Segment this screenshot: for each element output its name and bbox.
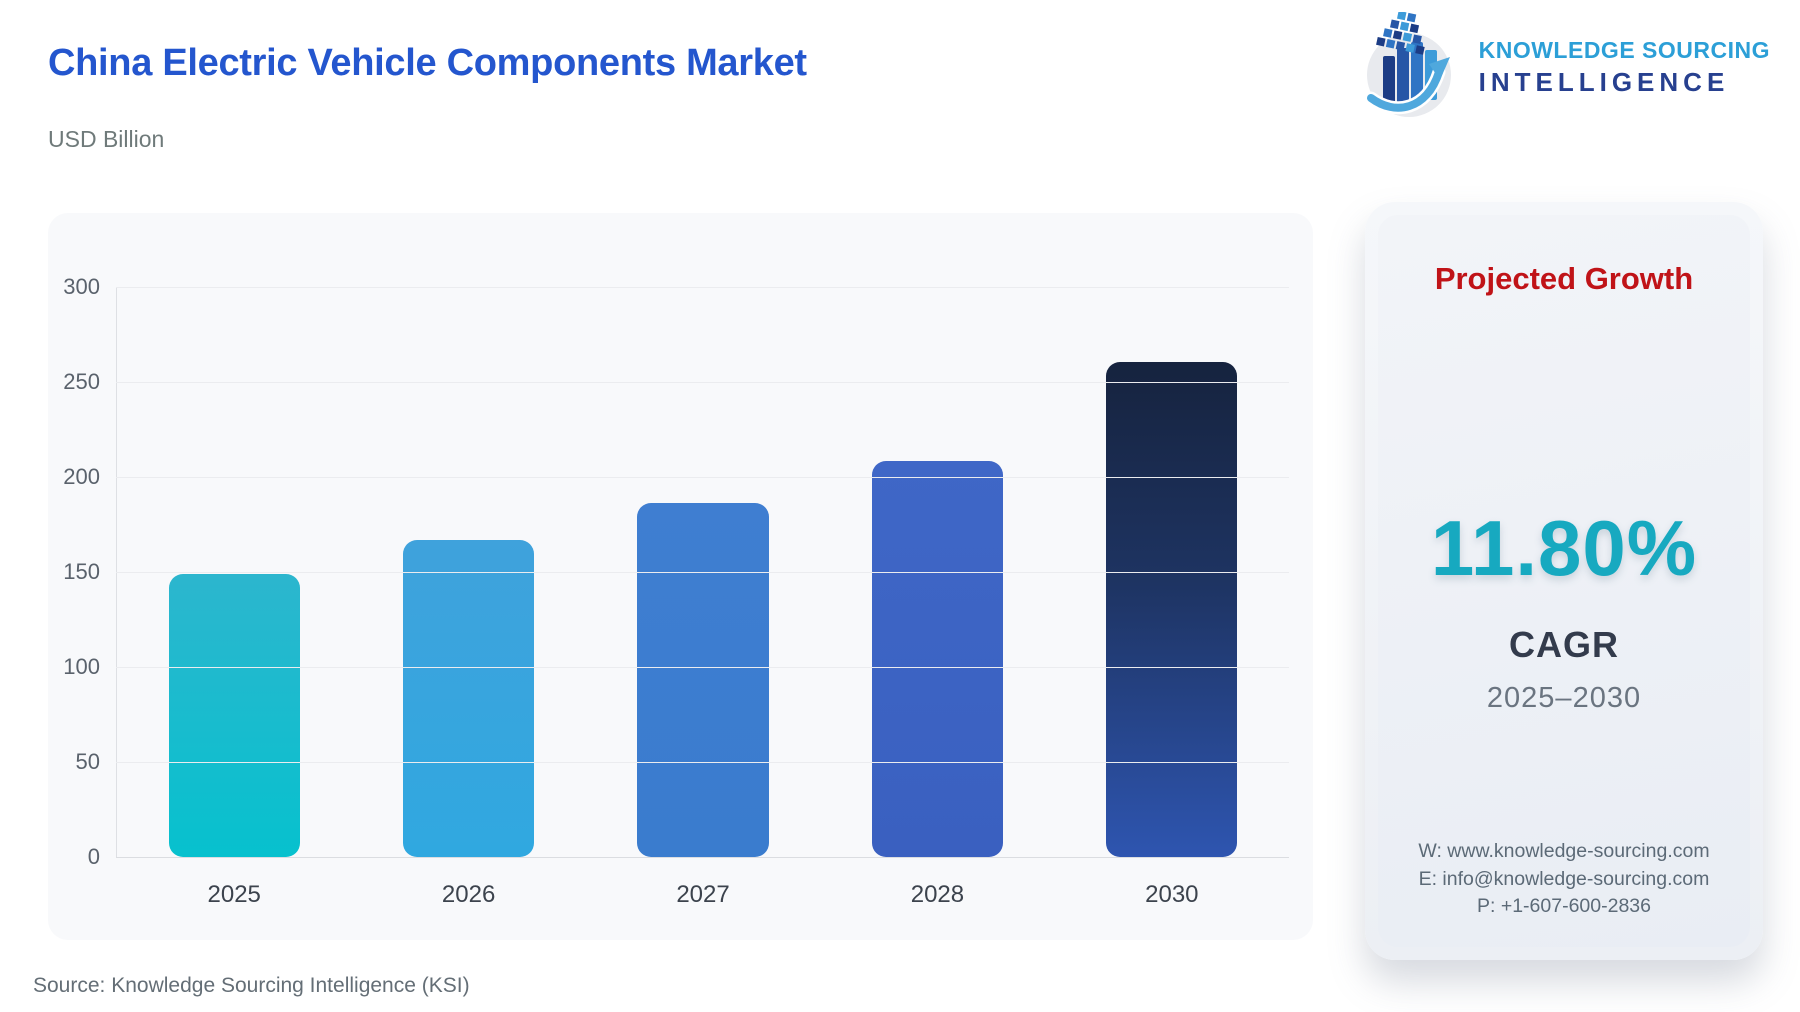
bar-2026 xyxy=(402,540,535,857)
bar-slot-2027 xyxy=(586,287,820,857)
contact-website: W: www.knowledge-sourcing.com xyxy=(1418,839,1710,862)
logo-arrow xyxy=(1364,57,1450,115)
gridline-100: 100 xyxy=(63,654,1289,679)
cagr-value: 11.80% xyxy=(1430,504,1698,593)
projected-growth-card-inner: Projected Growth 11.80% CAGR 2025–2030 W… xyxy=(1378,215,1750,947)
gridline-200: 200 xyxy=(63,464,1289,489)
y-tick-label-300: 300 xyxy=(63,274,100,299)
y-tick-label-100: 100 xyxy=(63,654,100,679)
main-content: 300 250 200 150 100 50 0 2025 2026 2027 2028 2030 … xyxy=(0,202,1800,960)
y-tick-label-150: 150 xyxy=(63,559,100,584)
brand-name-bottom: INTELLIGENCE xyxy=(1478,66,1730,97)
y-tick-label-250: 250 xyxy=(63,369,100,394)
bar-slot-2030 xyxy=(1055,287,1289,857)
contact-phone: P: +1-607-600-2836 xyxy=(1476,895,1651,918)
x-tick-label-2025: 2025 xyxy=(207,881,261,908)
bar-2027 xyxy=(637,503,769,857)
cagr-period: 2025–2030 xyxy=(1486,682,1642,715)
logo-squares xyxy=(1375,12,1425,55)
bar-slot-2025 xyxy=(117,287,351,857)
bar-slot-2026 xyxy=(351,287,585,857)
cagr-block: 11.80% CAGR 2025–2030 xyxy=(1431,503,1697,715)
page-title: China Electric Vehicle Components Market xyxy=(48,42,807,84)
footer: Source: Knowledge Sourcing Intelligence … xyxy=(0,974,1800,998)
bars-container xyxy=(117,287,1289,857)
projected-growth-card: Projected Growth 11.80% CAGR 2025–2030 W… xyxy=(1365,202,1763,960)
header: China Electric Vehicle Components Market… xyxy=(0,0,1800,202)
chart-card: 300 250 200 150 100 50 0 2025 2026 2027 2028 2030 xyxy=(48,213,1313,940)
gridline-0: 0 xyxy=(88,844,1289,869)
plot-area: 300 250 200 150 100 50 0 xyxy=(63,274,1289,869)
y-tick-label-50: 50 xyxy=(75,749,100,774)
growth-panel-title: Projected Growth xyxy=(1434,261,1694,296)
bar-2030 xyxy=(1106,362,1238,857)
contact-block: W: www.knowledge-sourcing.com E: info@kn… xyxy=(1418,838,1709,921)
bar-2028 xyxy=(871,461,1004,857)
contact-email: E: info@knowledge-sourcing.com xyxy=(1418,867,1710,890)
x-tick-label-2027: 2027 xyxy=(676,881,730,908)
x-tick-label-2030: 2030 xyxy=(1145,881,1199,908)
bar-2025 xyxy=(168,573,300,857)
x-tick-label-2028: 2028 xyxy=(910,881,965,908)
x-tick-label-2026: 2026 xyxy=(441,881,496,908)
brand-name-top: KNOWLEDGE SOURCING xyxy=(1478,36,1770,63)
source-note: Source: Knowledge Sourcing Intelligence … xyxy=(33,974,470,997)
brand-logo-text: KNOWLEDGE SOURCING INTELLIGENCE xyxy=(1479,37,1770,98)
gridline-150: 150 xyxy=(63,559,1289,584)
gridline-50: 50 xyxy=(76,749,1289,774)
units-label: USD Billion xyxy=(48,126,165,152)
y-tick-label-200: 200 xyxy=(63,464,100,489)
x-axis-labels: 2025 2026 2027 2028 2030 xyxy=(117,881,1289,909)
ksi-logo-icon xyxy=(1364,12,1451,117)
bar-slot-2028 xyxy=(820,287,1054,857)
gridline-250: 250 xyxy=(63,369,1289,394)
y-tick-label-0: 0 xyxy=(87,844,100,869)
gridline-300: 300 xyxy=(63,274,1289,299)
brand-logo: KNOWLEDGE SOURCING INTELLIGENCE xyxy=(1357,12,1770,122)
cagr-label: CAGR xyxy=(1509,624,1619,666)
logo-bars xyxy=(1382,42,1437,106)
